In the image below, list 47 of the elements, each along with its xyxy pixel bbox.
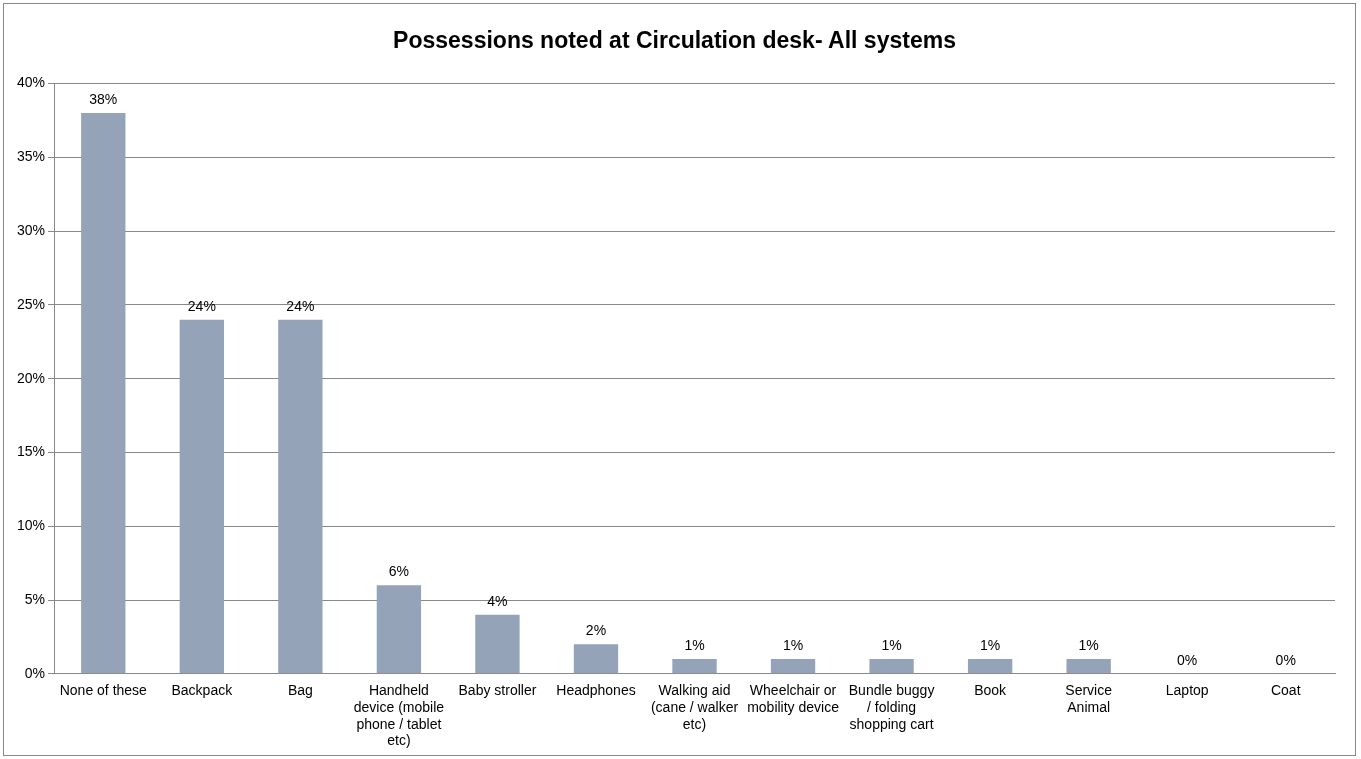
x-tick-label: Wheelchair or mobility device — [747, 682, 840, 715]
y-tick-label: 35% — [16, 148, 46, 165]
x-tick-label: Laptop — [1165, 682, 1209, 699]
x-tick-label: Bundle buggy / folding shopping cart — [848, 682, 935, 732]
chart-title: Possessions noted at Circulation desk- All systems — [393, 27, 956, 54]
bar — [573, 644, 619, 674]
x-tick-label: Walking aid (cane / walker etc) — [650, 682, 739, 732]
data-label: 24% — [187, 297, 216, 314]
data-label: 1% — [684, 636, 705, 653]
x-tick-label: Coat — [1270, 682, 1301, 699]
x-tick-label: None of these — [59, 682, 148, 699]
bar — [1066, 659, 1111, 674]
data-label: 24% — [286, 297, 315, 314]
x-tick-label: Handheld device (mobile phone / tablet etc) — [353, 682, 445, 749]
y-tick-label: 0% — [24, 664, 46, 681]
bar — [869, 659, 914, 674]
y-tick-label: 10% — [16, 517, 46, 534]
data-label: 0% — [1177, 651, 1198, 668]
bar — [278, 319, 323, 674]
bar — [672, 659, 717, 674]
data-label: 2% — [585, 622, 607, 639]
bar — [81, 113, 126, 674]
x-tick-label: Headphones — [556, 682, 636, 699]
x-tick-label: Book — [974, 682, 1008, 699]
bar — [475, 614, 520, 674]
x-tick-label: Bag — [287, 682, 313, 699]
data-label: 1% — [881, 636, 902, 653]
data-label: 1% — [1078, 636, 1099, 653]
data-label: 4% — [487, 592, 508, 609]
data-label: 38% — [89, 90, 118, 107]
data-label: 1% — [980, 636, 1001, 653]
x-tick-label: Backpack — [171, 682, 234, 699]
y-tick-label: 20% — [16, 369, 46, 386]
bar — [967, 659, 1013, 674]
x-tick-label: Service Animal — [1065, 682, 1113, 715]
bar — [770, 659, 816, 674]
bar — [179, 319, 224, 674]
data-label: 0% — [1275, 651, 1296, 668]
x-tick-label: Baby stroller — [458, 682, 537, 699]
bar — [376, 585, 422, 674]
data-label: 1% — [782, 636, 804, 653]
y-tick-label: 25% — [16, 295, 46, 312]
y-tick-label: 40% — [16, 74, 46, 91]
y-tick-label: 15% — [16, 443, 46, 460]
data-label: 6% — [388, 563, 410, 580]
y-tick-label: 30% — [16, 222, 46, 239]
y-tick-label: 5% — [24, 590, 46, 607]
